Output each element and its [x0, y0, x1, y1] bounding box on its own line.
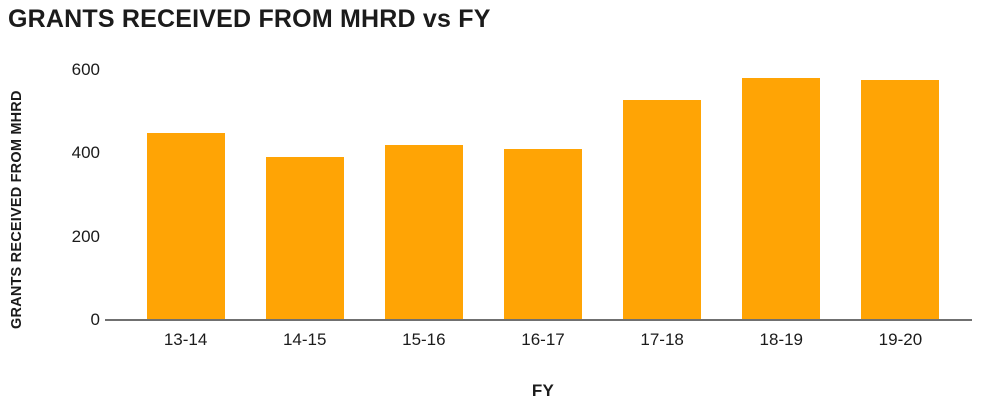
bar-band	[126, 70, 245, 320]
bar-18-19	[742, 77, 821, 320]
x-axis-labels: 13-14 14-15 15-16 16-17 17-18 18-19 19-20	[126, 330, 960, 350]
x-axis-line	[105, 318, 972, 321]
bar-19-20	[861, 79, 940, 320]
plot-area	[126, 70, 960, 320]
y-axis-ticks: 0 200 400 600	[0, 61, 100, 328]
bar-band	[603, 70, 722, 320]
x-tick-label: 17-18	[640, 330, 684, 349]
x-tick-label: 16-17	[521, 330, 565, 349]
bar-band	[722, 70, 841, 320]
chart-title: GRANTS RECEIVED FROM MHRD vs FY	[8, 5, 491, 33]
x-axis-title: FY	[531, 381, 555, 400]
bar-15-16	[384, 145, 463, 320]
bar-16-17	[503, 149, 582, 320]
x-tick-label: 19-20	[878, 330, 923, 349]
bar-14-15	[265, 156, 344, 320]
bar-band	[483, 70, 602, 320]
x-tick-label: 18-19	[759, 330, 804, 349]
y-tick-label: 600	[71, 60, 100, 80]
bar-17-18	[623, 100, 702, 320]
bar-band	[841, 70, 960, 320]
bar-13-14	[146, 132, 225, 320]
bar-band	[364, 70, 483, 320]
y-tick-label: 200	[71, 226, 100, 246]
y-tick-label: 0	[90, 310, 100, 330]
x-tick-label: 13-14	[163, 330, 208, 349]
y-tick-label: 400	[71, 143, 100, 163]
x-tick-label: 14-15	[282, 330, 327, 349]
x-tick-label: 15-16	[402, 330, 446, 349]
bar-band	[245, 70, 364, 320]
